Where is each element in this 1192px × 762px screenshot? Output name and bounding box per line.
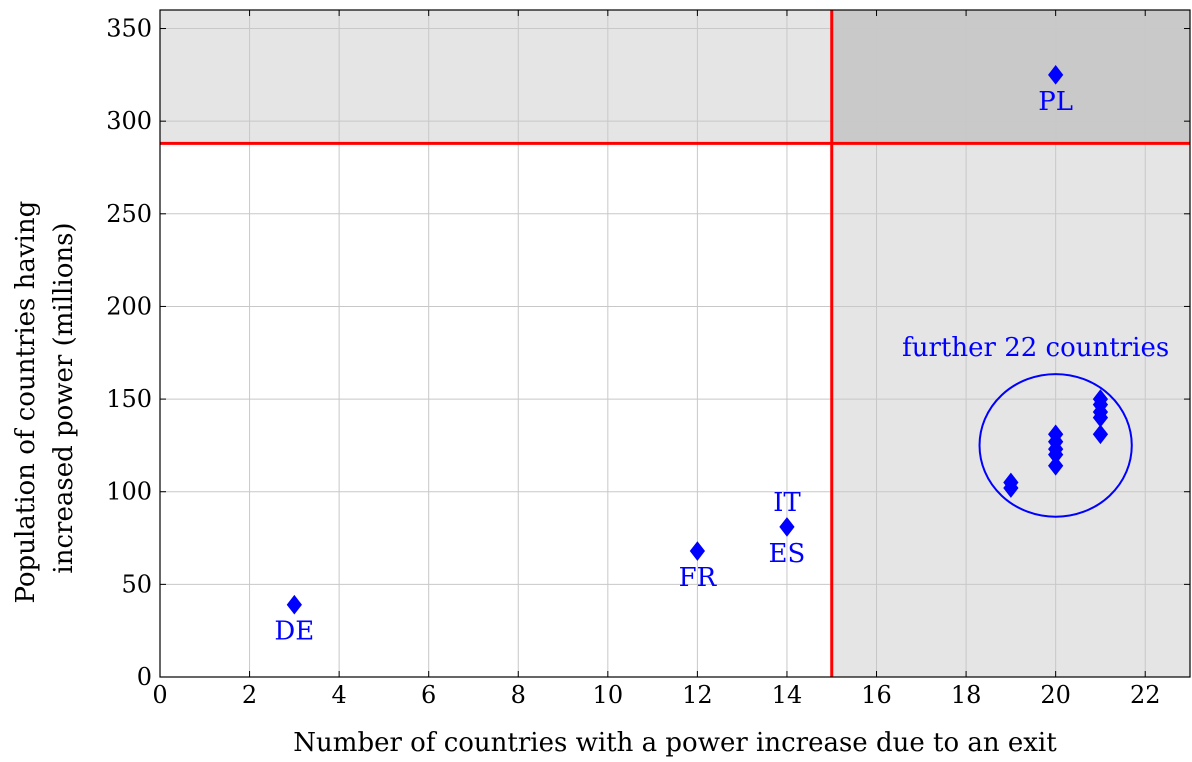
y-tick-label: 300 — [106, 107, 152, 135]
point-labels: DE FR IT ES PL — [274, 87, 1073, 647]
data-point — [1003, 472, 1019, 493]
data-point — [286, 594, 302, 615]
annotation-ellipse — [978, 373, 1133, 518]
x-tick-label: 8 — [511, 681, 526, 709]
x-tick-label: 22 — [1130, 681, 1161, 709]
y-tick-label: 200 — [106, 292, 152, 320]
x-tick-label: 2 — [242, 681, 257, 709]
x-tick-label: 12 — [682, 681, 713, 709]
x-tick-label: 20 — [1040, 681, 1071, 709]
y-tick-label: 0 — [137, 663, 152, 691]
data-point — [1092, 389, 1109, 409]
x-tick-label: 16 — [861, 681, 892, 709]
data-point — [1048, 455, 1064, 476]
data-point — [779, 517, 795, 537]
x-tick-label: 6 — [421, 681, 436, 709]
x-tick-label: 18 — [951, 681, 982, 709]
plot-border — [159, 9, 1191, 678]
annotation-text: further 22 countries — [902, 333, 1169, 363]
x-tick-label: 4 — [331, 681, 346, 709]
y-tick-label: 100 — [106, 478, 152, 506]
y-tick-label: 150 — [106, 385, 152, 413]
y-axis-label-line-1: Population of countries having — [11, 201, 41, 604]
data-point — [689, 541, 706, 561]
data-point — [1092, 424, 1109, 445]
data-point — [1048, 65, 1064, 85]
y-axis-label: Population of countries having increased… — [11, 192, 79, 603]
point-label-de: DE — [274, 617, 314, 647]
data-points — [286, 65, 1109, 615]
plot-frame — [159, 9, 1191, 678]
axis-ticks: 0 2 4 6 8 10 12 14 16 18 20 22 0 50 100 150 200 250 300 350 — [106, 10, 1190, 709]
annotation-group: further 22 countries — [902, 333, 1169, 518]
point-label-es: ES — [769, 539, 806, 569]
x-axis-label: Number of countries with a power increas… — [293, 728, 1057, 758]
x-tick-label: 0 — [152, 681, 167, 709]
y-tick-label: 250 — [106, 200, 152, 228]
y-tick-label: 350 — [106, 15, 152, 43]
y-tick-label: 50 — [121, 570, 152, 598]
point-label-fr: FR — [679, 563, 718, 593]
x-tick-label: 14 — [772, 681, 803, 709]
shaded-region-dark — [831, 10, 1190, 144]
grid-lines — [160, 10, 1190, 677]
threshold-lines — [160, 10, 1190, 677]
point-label-it: IT — [773, 488, 801, 518]
data-point — [1048, 424, 1064, 445]
x-tick-label: 10 — [593, 681, 624, 709]
point-label-pl: PL — [1038, 87, 1073, 117]
y-axis-label-line-2: increased power (millions) — [49, 222, 79, 573]
